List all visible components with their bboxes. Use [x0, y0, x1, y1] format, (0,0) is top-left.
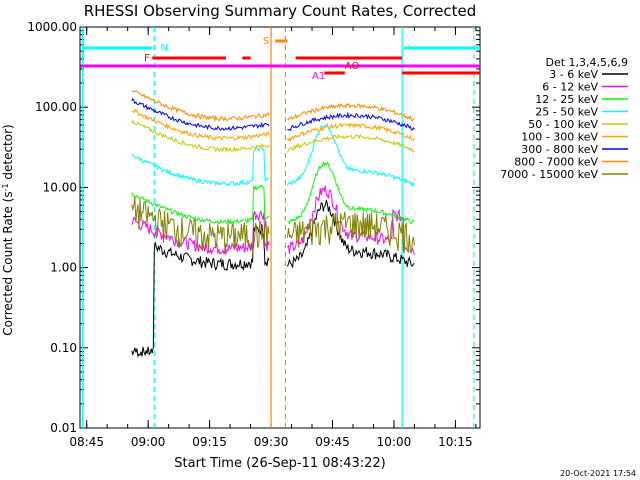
legend-entry-label: 800 - 7000 keV: [514, 156, 598, 169]
series-line: [131, 146, 270, 187]
y-tick-label: 0.10: [50, 341, 77, 355]
chart-title: RHESSI Observing Summary Count Rates, Co…: [84, 2, 477, 20]
series-line: [131, 222, 270, 358]
series-line: [286, 211, 415, 255]
x-axis-label: Start Time (26-Sep-11 08:43:22): [174, 456, 385, 471]
y-tick-label: 100.00: [35, 100, 77, 114]
series-line: [131, 97, 270, 132]
series-line: [131, 210, 270, 256]
legend-title: Det 1,3,4,5,6,9: [545, 56, 628, 69]
series-line: [287, 111, 415, 132]
series-line: [286, 122, 415, 142]
series-line: [287, 102, 415, 121]
y-tick-label: 10.00: [43, 180, 77, 194]
series-line: [286, 122, 415, 188]
plot-area: 0.01 0.10 1.00 10.00 100.00 1000.00 08:45 09:00…: [27, 20, 481, 449]
legend-entry-label: 12 - 25 keV: [535, 93, 598, 106]
series-5: [131, 108, 415, 142]
series-line: [287, 160, 415, 225]
series-line: [286, 199, 415, 268]
legend-entry-label: 300 - 800 keV: [521, 143, 598, 156]
series-line: [131, 108, 270, 141]
y-tick-label: 1000.00: [27, 20, 77, 34]
series-line: [131, 196, 270, 254]
series-4: [131, 119, 415, 154]
x-tick-label: 10:00: [377, 435, 412, 449]
flag-label: S: [263, 36, 269, 47]
legend-entry-label: 7000 - 15000 keV: [500, 168, 598, 181]
x-tick-label: 10:15: [438, 435, 473, 449]
legend-entry-label: 3 - 6 keV: [549, 68, 598, 81]
plot-frame: [79, 26, 481, 429]
x-tick-label: 09:15: [192, 435, 227, 449]
x-tick-label: 09:00: [131, 435, 166, 449]
series-0: [131, 199, 415, 358]
x-tick-label: 09:30: [254, 435, 289, 449]
series-line: [286, 133, 415, 153]
legend-entry-label: 25 - 50 keV: [535, 106, 598, 119]
series-line: [131, 89, 270, 123]
series-8: [131, 196, 415, 255]
legend-entry-label: 6 - 12 keV: [542, 81, 598, 94]
series-3: [131, 122, 415, 188]
series-7: [131, 89, 415, 123]
footer-date: 20-Oct-2021 17:54: [560, 469, 636, 478]
legend-entry-label: 100 - 300 keV: [521, 131, 598, 144]
x-tick-label: 08:45: [69, 435, 104, 449]
flag-label: F: [144, 53, 150, 64]
y-tick-label: 1.00: [50, 261, 77, 275]
series-6: [131, 97, 415, 132]
series-line: [131, 119, 270, 154]
legend-entry-label: 50 - 100 keV: [528, 118, 598, 131]
y-tick-label: 0.01: [50, 421, 77, 435]
flag-label: AO: [345, 61, 360, 72]
series-2: [131, 160, 415, 226]
y-axis-label: Corrected Count Rate (s-1 detector): [1, 124, 16, 335]
series-line: [131, 184, 270, 226]
flag-label: N: [160, 43, 167, 54]
flag-label: A1: [312, 71, 325, 82]
x-tick-label: 09:45: [315, 435, 350, 449]
